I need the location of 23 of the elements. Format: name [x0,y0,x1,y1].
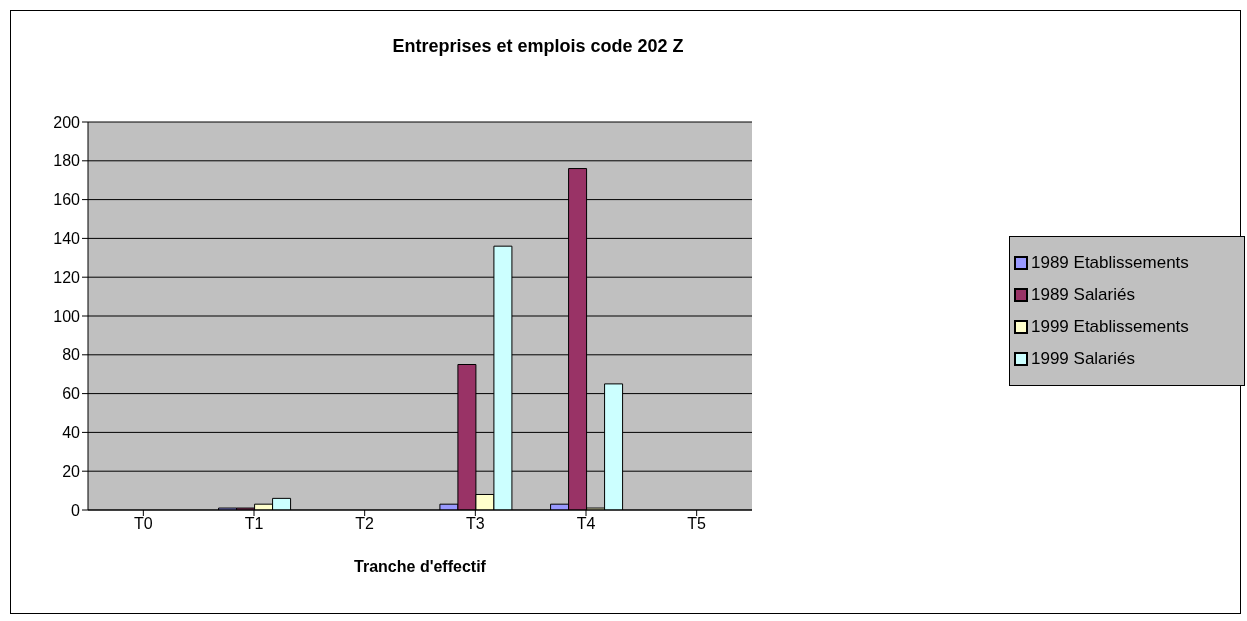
x-tick-label: T0 [134,515,153,533]
legend-label: 1999 Etablissements [1031,316,1189,337]
y-tick-label: 40 [62,424,81,442]
x-tick-label: T5 [687,515,707,533]
legend-label: 1989 Salariés [1031,284,1135,305]
y-tick-label: 60 [62,385,81,403]
y-tick-label: 100 [53,307,81,325]
x-tick-label: T3 [466,515,485,533]
y-tick-label: 120 [53,268,81,286]
x-tick-label: T4 [576,515,596,533]
legend-label: 1989 Etablissements [1031,252,1189,273]
chart-title: Entreprises et emplois code 202 Z [391,36,685,57]
y-tick-label: 20 [62,462,81,480]
y-tick-label: 80 [62,346,81,364]
x-tick-label: T1 [244,515,264,533]
y-tick-label: 140 [53,230,81,248]
y-tick-label: 180 [53,152,81,170]
y-tick-label: 200 [53,113,81,131]
x-tick-label: T2 [355,515,375,533]
x-axis-title: Tranche d'effectif [354,558,487,575]
y-tick-label: 160 [53,191,81,209]
legend-label: 1999 Salariés [1031,348,1135,369]
y-tick-label: 0 [71,501,81,519]
